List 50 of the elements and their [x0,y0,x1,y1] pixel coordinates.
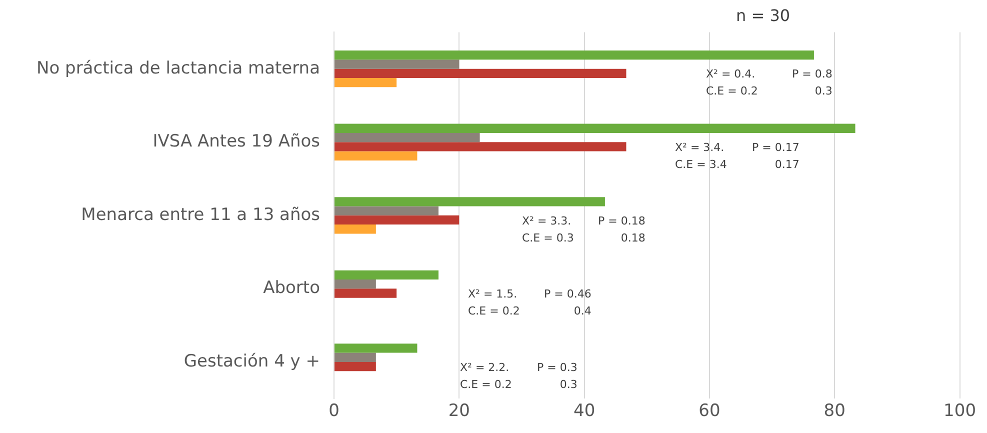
annotation: C.E = 0.2 [706,84,758,98]
annotation: X² = 3.4. [675,140,724,154]
bar [334,132,480,142]
annotation: X² = 1.5. [468,288,518,301]
bar [334,280,376,289]
annotation: P = 0.3 [537,360,578,374]
bar [334,206,439,216]
x-tick-label: 20 [448,401,470,422]
annotation: P = 0.8 [792,68,832,81]
y-tick-label: Menarca entre 11 a 13 años [81,204,320,225]
bar [334,197,605,206]
annotation: 0.3 [814,84,832,98]
x-tick-label: 40 [573,401,596,422]
annotation: C.E = 3.4 [675,158,727,171]
bar [334,68,626,78]
annotation: C.E = 0.2 [460,378,512,391]
text: n = 30 [736,6,790,26]
y-tick-label: IVSA Antes 19 Años [152,132,320,152]
annotation: X² = 3.3. [522,214,572,228]
bar [334,344,418,353]
annotation: 0.3 [560,378,578,391]
x-tick-label: 80 [824,401,846,422]
annotation: 0.18 [620,231,646,244]
annotation: C.E = 0.2 [468,304,520,318]
annotation: 0.4 [574,304,592,318]
annotation: P = 0.17 [752,140,800,154]
annotation: X² = 0.4. [706,68,756,81]
annotation: X² = 2.2. [460,360,510,374]
x-tick-label: 60 [698,401,720,422]
y-tick-label: No práctica de lactancia materna [36,58,320,78]
bar [334,151,418,160]
y-tick-label: Aborto [263,278,320,298]
bar [334,142,626,152]
annotation: P = 0.46 [544,288,592,301]
bar [334,60,460,69]
bar [334,50,814,60]
bar [334,362,376,372]
bar [334,288,397,298]
annotation: 0.17 [774,158,800,171]
annotation: P = 0.18 [598,214,646,228]
x-tick-label: 0 [328,401,340,422]
x-tick-label: 100 [944,401,976,422]
bar [334,78,397,88]
bar [334,124,856,133]
bar [334,352,376,362]
bar [334,270,439,280]
bar [334,224,376,234]
annotation: C.E = 0.3 [522,231,574,244]
y-tick-label: Gestación 4 y + [184,351,320,372]
bar [334,215,460,225]
